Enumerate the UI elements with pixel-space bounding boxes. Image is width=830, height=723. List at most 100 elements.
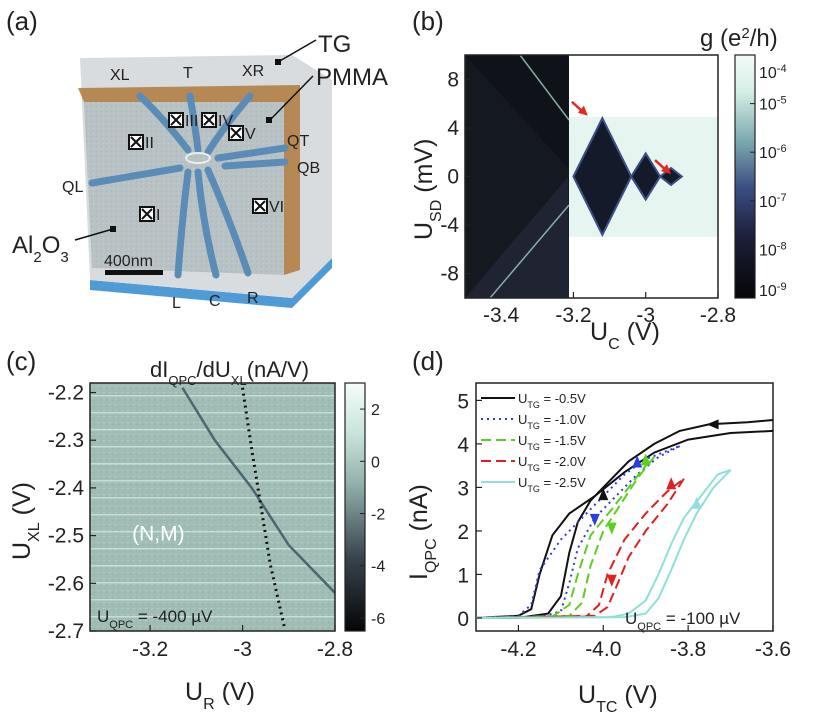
x-tick-label-b: -3 xyxy=(636,304,655,327)
al2o3-pointer-dot xyxy=(110,226,116,232)
y-tick-label-b: -4 xyxy=(440,214,459,237)
gate-qt xyxy=(214,144,289,162)
series-line-down xyxy=(475,445,681,619)
contact-cross xyxy=(230,127,242,139)
gate-r xyxy=(204,166,252,277)
label-c: C xyxy=(209,293,221,310)
colorbar-b-tick-label: 10-7 xyxy=(759,192,787,211)
scalebar xyxy=(105,270,163,275)
y-tick-label-c: -2.2 xyxy=(48,382,84,405)
y-tick-label-b: 8 xyxy=(447,68,459,91)
contact-cross xyxy=(141,208,153,220)
red-arrow-head xyxy=(577,105,588,116)
label-xl: XL xyxy=(110,67,130,84)
x-axis-label-b: UC (V) xyxy=(590,318,660,353)
contact-cross xyxy=(203,114,215,126)
colorbar-b-tick-label: 10-8 xyxy=(759,240,787,259)
colorbar-c-tick-label: -6 xyxy=(371,611,385,628)
legend-d: UTG = -0.5V UTG = -1.0V UTG = -1.5V UTG = -… xyxy=(481,391,586,494)
label-pmma: PMMA xyxy=(316,64,388,91)
heatmap-c xyxy=(90,383,335,631)
scan-stripe xyxy=(90,463,335,465)
x-tick-label-d: -3.8 xyxy=(670,638,706,661)
x-axis-label-c: UR (V) xyxy=(185,678,255,713)
y-axis-label-d: IQPC (nA) xyxy=(405,484,440,580)
tg-pointer-dot xyxy=(275,59,281,65)
series-line-down xyxy=(475,456,655,619)
sweep-direction-arrow xyxy=(640,453,651,466)
gate-l xyxy=(174,168,192,279)
red-arrow-head xyxy=(661,164,672,175)
y-tick-label-c: -2.7 xyxy=(48,620,84,643)
gate-xl xyxy=(136,92,192,154)
legend-label: UTG = -0.5V xyxy=(518,391,586,410)
scan-stripe xyxy=(90,429,335,431)
contact-cross xyxy=(170,114,182,126)
sweep-direction-arrow xyxy=(606,522,617,535)
label-al2o3: Al2O3 xyxy=(12,232,69,266)
scan-stripe xyxy=(90,480,335,482)
legend-label: UTG = -1.5V xyxy=(518,433,586,452)
al2o3-pointer-line xyxy=(74,228,114,241)
y-tick-label-d: 3 xyxy=(457,477,469,500)
scan-stripe xyxy=(90,514,335,516)
legend-label: UTG = -2.5V xyxy=(518,475,586,494)
y-tick-label-c: -2.6 xyxy=(48,572,84,595)
label-tg: TG xyxy=(318,31,351,58)
charge-transition-line xyxy=(181,387,335,594)
scan-stripe xyxy=(90,565,335,567)
panel-c-label: (c) xyxy=(6,346,36,376)
x-tick-label-d: -4.2 xyxy=(500,638,536,661)
scan-stripe xyxy=(90,446,335,448)
gate-c xyxy=(194,168,220,279)
panel-c: (c) (N,M) UQPC = -400 µV -3.2 -3 -2.8 -2.2 -… xyxy=(6,346,385,713)
y-tick-label-c: -2.5 xyxy=(48,525,84,548)
heatmap-b-upper-wedge xyxy=(465,55,569,168)
label-xr: XR xyxy=(242,63,264,80)
x-tick-label-c: -3.2 xyxy=(132,638,168,661)
sweep-direction-arrow xyxy=(598,488,609,501)
label-qt: QT xyxy=(287,133,309,150)
sweep-direction-arrow xyxy=(666,477,677,490)
plot-c-frame xyxy=(89,382,336,632)
tg-pointer-line xyxy=(277,39,317,63)
dotted-transition-line xyxy=(241,387,286,627)
sweep-direction-arrow xyxy=(691,496,702,509)
series-line-down xyxy=(476,419,774,619)
bias-label-d: UQPC = -100 µV xyxy=(625,609,741,633)
contact-cross xyxy=(130,136,142,148)
scan-stripe xyxy=(90,616,335,618)
colorbar-c xyxy=(344,382,366,632)
gate-electrodes xyxy=(88,92,289,279)
series-line-up xyxy=(475,456,655,619)
gate-xr xyxy=(204,92,254,156)
y-tick-label-c: -2.3 xyxy=(48,429,84,452)
pmma-pointer-dot xyxy=(266,117,272,123)
legend-label: UTG = -2.0V xyxy=(518,454,586,473)
series-line-up xyxy=(475,477,685,619)
contact-label: I xyxy=(156,207,160,224)
x-tick-label-c: -3 xyxy=(233,638,252,661)
scan-stripe xyxy=(90,395,335,397)
series-line-down xyxy=(475,469,732,619)
colorbar-b-tick-label: 10-6 xyxy=(759,143,787,162)
heatmap-c-background xyxy=(90,383,335,631)
x-tick-label-d: -3.6 xyxy=(755,638,791,661)
label-qb: QB xyxy=(297,160,320,177)
x-tick-label-c: -2.8 xyxy=(317,638,353,661)
contact-label: III xyxy=(185,113,198,130)
label-ql: QL xyxy=(62,179,83,196)
y-tick-label-d: 4 xyxy=(457,434,469,457)
series-line-up xyxy=(475,469,731,619)
colorbar-c-tick-label: -4 xyxy=(371,559,385,576)
charge-state-label: (N,M) xyxy=(132,522,184,545)
pmma-pointer-line xyxy=(269,75,314,121)
y-tick-label-d: 2 xyxy=(457,521,469,544)
contact-label: II xyxy=(145,135,154,152)
sweep-direction-arrow xyxy=(606,574,617,587)
panel-a-label: (a) xyxy=(6,6,38,36)
label-t: T xyxy=(183,65,193,82)
x-tick-label-b: -3.2 xyxy=(555,304,591,327)
